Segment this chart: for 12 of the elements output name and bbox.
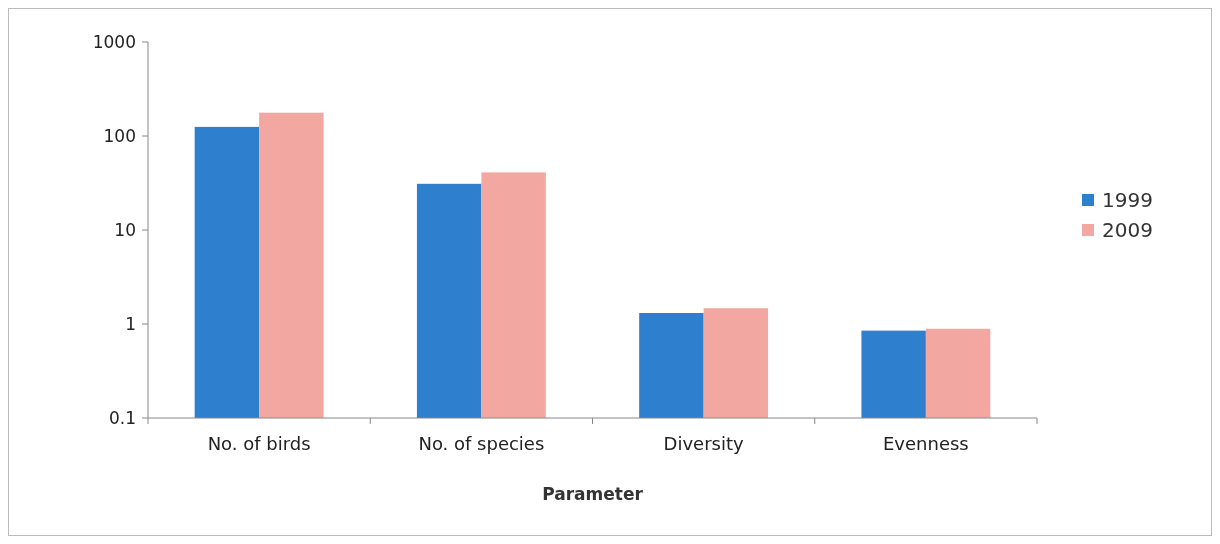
x-tick-label: No. of birds xyxy=(207,433,311,454)
y-tick-label: 1 xyxy=(125,313,136,334)
legend-label: 2009 xyxy=(1102,218,1153,242)
y-tick-label: 1000 xyxy=(92,31,136,52)
y-tick-label: 10 xyxy=(114,219,136,240)
legend-label: 1999 xyxy=(1102,188,1153,212)
x-axis-title: Parameter xyxy=(542,484,644,504)
y-tick-label: 100 xyxy=(103,125,136,146)
x-tick-label: No. of species xyxy=(418,433,545,454)
y-tick-label: 0.1 xyxy=(108,407,136,428)
x-tick-label: Evenness xyxy=(883,433,969,454)
x-tick-label: Diversity xyxy=(663,433,745,454)
